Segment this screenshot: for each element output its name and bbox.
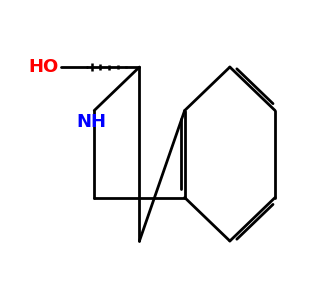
Text: HO: HO bbox=[29, 58, 59, 76]
Text: NH: NH bbox=[77, 113, 107, 131]
